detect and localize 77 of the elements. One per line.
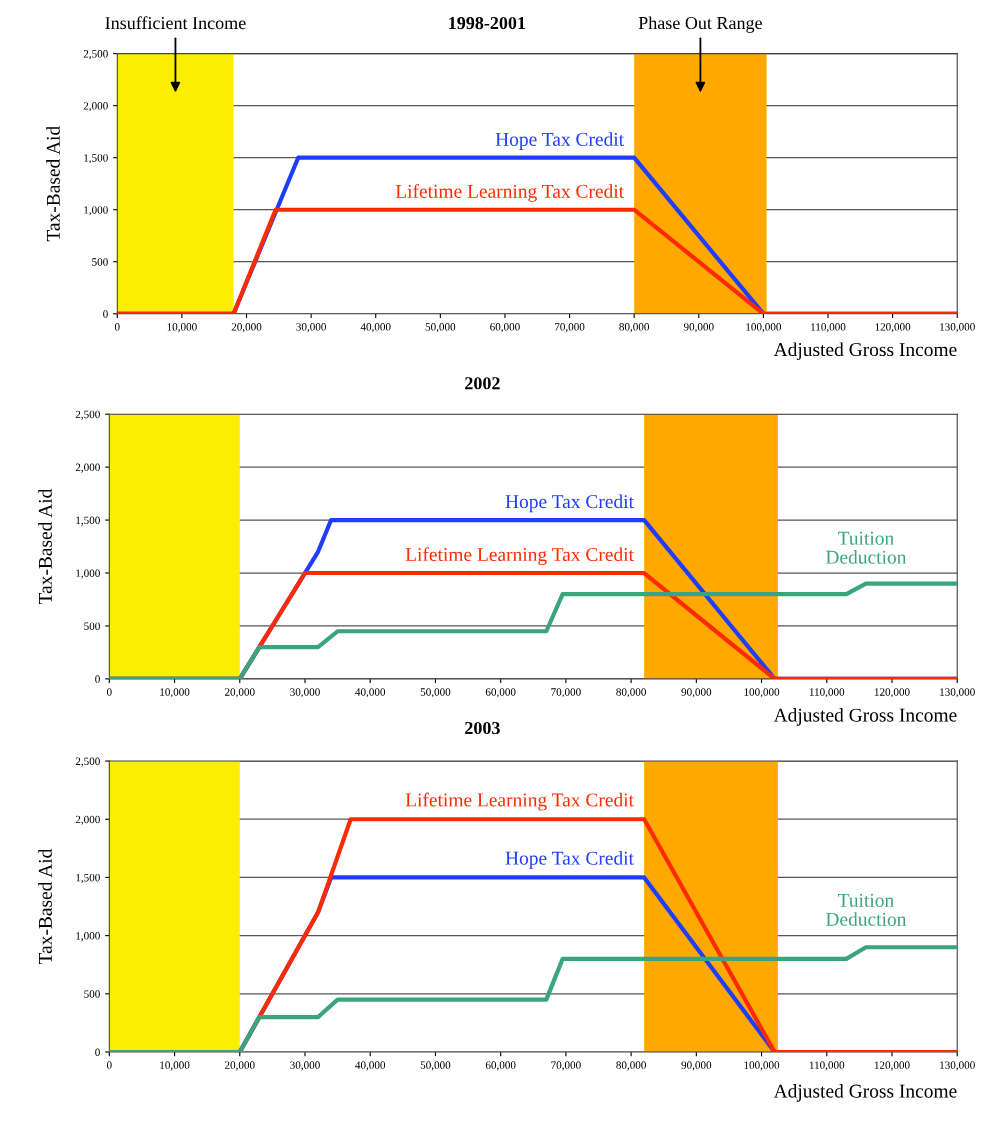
x-tick-label: 60,000 bbox=[485, 688, 516, 698]
chart-title: 2003 bbox=[465, 721, 500, 735]
y-axis-title: Tax-Based Aid bbox=[46, 126, 60, 242]
x-tick-label: 70,000 bbox=[551, 688, 581, 698]
series-label: Hope Tax Credit bbox=[495, 132, 624, 150]
x-tick-label: 120,000 bbox=[874, 688, 910, 698]
y-tick-label: 500 bbox=[84, 990, 100, 998]
y-tick-label: 0 bbox=[103, 310, 108, 318]
y-tick-label: 2,000 bbox=[83, 102, 108, 112]
y-tick-label: 0 bbox=[95, 1048, 100, 1056]
x-tick-label: 100,000 bbox=[744, 688, 780, 698]
series-label: Tuition Deduction bbox=[825, 893, 907, 926]
x-tick-label: 100,000 bbox=[746, 323, 782, 333]
text: Phase Out Range bbox=[638, 16, 762, 33]
y-tick-label: 1,500 bbox=[84, 154, 108, 164]
y-tick-label: 1,000 bbox=[84, 206, 108, 216]
x-tick-label: 20,000 bbox=[224, 688, 255, 698]
y-tick-label: 1,000 bbox=[76, 932, 100, 942]
x-tick-label: 80,000 bbox=[616, 688, 646, 698]
x-tick-label: 80,000 bbox=[619, 323, 650, 333]
series-label: Hope Tax Credit bbox=[505, 494, 634, 513]
x-tick-label: 90,000 bbox=[683, 323, 714, 333]
chart-title: 2002 bbox=[465, 377, 500, 390]
x-tick-label: 50,000 bbox=[420, 1061, 451, 1071]
series-label: Lifetime Learning Tax Credit bbox=[405, 792, 634, 811]
y-tick-label: 1,000 bbox=[76, 569, 100, 579]
x-tick-label: 10,000 bbox=[167, 323, 197, 333]
x-axis-title: Adjusted Gross Income bbox=[773, 1084, 957, 1102]
x-tick-label: 40,000 bbox=[355, 1061, 386, 1071]
y-tick-label: 2,500 bbox=[75, 757, 100, 767]
x-tick-label: 100,000 bbox=[744, 1061, 780, 1071]
x-tick-label: 30,000 bbox=[290, 1061, 320, 1071]
y-tick-label: 500 bbox=[92, 258, 108, 266]
y-tick-label: 2,000 bbox=[75, 815, 100, 825]
y-tick-label: 2,500 bbox=[75, 410, 100, 420]
x-tick-label: 60,000 bbox=[490, 323, 520, 333]
series-label: Lifetime Learning Tax Credit bbox=[395, 184, 624, 202]
y-tick-label: 1,500 bbox=[76, 516, 100, 526]
x-tick-label: 10,000 bbox=[160, 688, 190, 698]
x-tick-label: 120,000 bbox=[875, 323, 911, 333]
x-tick-label: 110,000 bbox=[809, 688, 845, 698]
x-tick-label: 60,000 bbox=[485, 1061, 516, 1071]
y-tick-label: 2,500 bbox=[83, 50, 108, 60]
x-tick-label: 50,000 bbox=[425, 323, 456, 333]
x-tick-label: 110,000 bbox=[811, 323, 846, 333]
x-tick-label: 130,000 bbox=[940, 688, 975, 698]
x-tick-label: 70,000 bbox=[551, 1061, 581, 1071]
x-tick-label: 30,000 bbox=[290, 688, 320, 698]
x-tick-label: 50,000 bbox=[420, 688, 451, 698]
x-tick-label: 40,000 bbox=[360, 323, 391, 333]
x-tick-label: 10,000 bbox=[160, 1061, 190, 1071]
y-tick-label: 0 bbox=[95, 675, 100, 683]
chart-title: 1998-2001 bbox=[449, 16, 526, 30]
x-tick-label: 0 bbox=[114, 323, 120, 331]
x-axis-title: Adjusted Gross Income bbox=[773, 708, 957, 726]
y-tick-label: 2,000 bbox=[75, 463, 100, 473]
y-tick-label: 1,500 bbox=[76, 873, 100, 883]
series-label: Hope Tax Credit bbox=[505, 851, 634, 869]
y-axis-title: Tax-Based Aid bbox=[38, 848, 52, 965]
x-tick-label: 90,000 bbox=[681, 688, 712, 698]
x-tick-label: 20,000 bbox=[231, 323, 262, 333]
x-tick-label: 110,000 bbox=[809, 1061, 845, 1071]
x-tick-label: 120,000 bbox=[874, 1061, 910, 1071]
x-tick-label: 70,000 bbox=[555, 323, 585, 333]
text: Insufficient Income bbox=[105, 16, 246, 30]
x-tick-label: 40,000 bbox=[355, 688, 386, 698]
x-axis-title: Adjusted Gross Income bbox=[773, 342, 957, 361]
x-tick-label: 80,000 bbox=[616, 1061, 646, 1071]
y-tick-label: 500 bbox=[84, 622, 100, 630]
x-tick-label: 130,000 bbox=[940, 1061, 975, 1071]
x-tick-label: 30,000 bbox=[296, 323, 326, 333]
series-label: Lifetime Learning Tax Credit bbox=[405, 547, 634, 566]
x-tick-label: 130,000 bbox=[940, 323, 975, 333]
x-tick-label: 90,000 bbox=[681, 1061, 712, 1071]
y-axis-title: Tax-Based Aid bbox=[38, 488, 52, 605]
x-tick-label: 20,000 bbox=[224, 1061, 255, 1071]
series-label: Tuition Deduction bbox=[825, 531, 907, 564]
